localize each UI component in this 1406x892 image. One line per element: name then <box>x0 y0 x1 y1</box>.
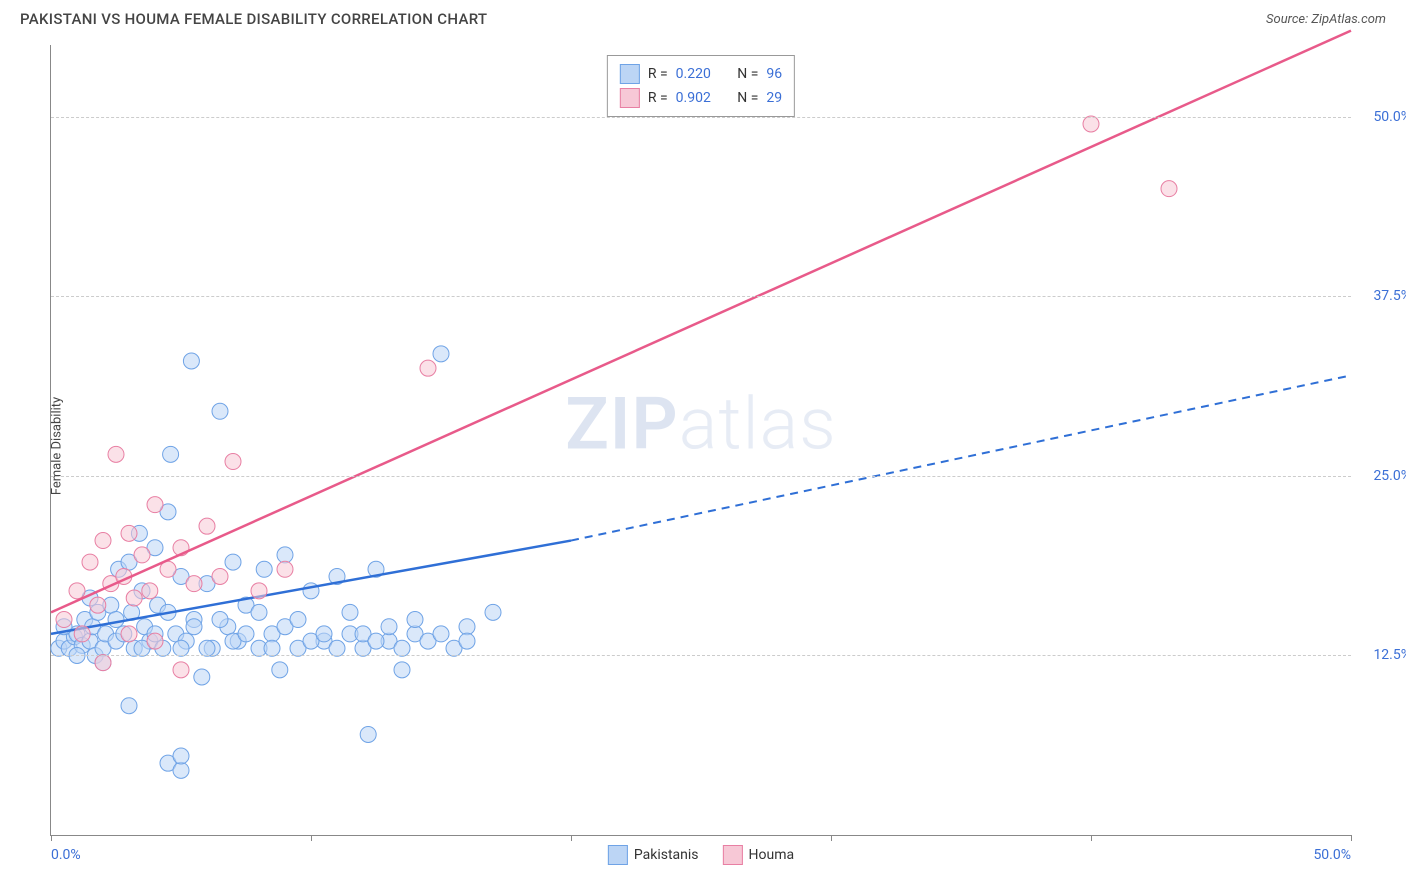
x-tick-label: 50.0% <box>1313 847 1351 863</box>
data-point <box>225 454 241 470</box>
data-point <box>212 403 228 419</box>
data-point <box>186 619 202 635</box>
correlation-legend: R =0.220 N =96R =0.902 N =29 <box>607 55 795 117</box>
data-point <box>394 640 410 656</box>
data-point <box>186 576 202 592</box>
data-point <box>264 640 280 656</box>
data-point <box>212 568 228 584</box>
gridline <box>51 476 1351 477</box>
gridline <box>51 117 1351 118</box>
data-point <box>199 518 215 534</box>
data-point <box>194 669 210 685</box>
trend-line <box>51 31 1351 613</box>
data-point <box>290 612 306 628</box>
y-tick-label: 37.5% <box>1356 288 1406 304</box>
data-point <box>381 619 397 635</box>
data-point <box>277 547 293 563</box>
data-point <box>225 554 241 570</box>
x-tick <box>1091 835 1092 841</box>
data-point <box>147 633 163 649</box>
data-point <box>272 662 288 678</box>
data-point <box>163 446 179 462</box>
data-point <box>95 655 111 671</box>
series-legend-item: Houma <box>723 845 795 865</box>
chart-svg <box>51 45 1351 835</box>
data-point <box>256 561 272 577</box>
data-point <box>459 633 475 649</box>
series-name: Pakistanis <box>634 847 699 863</box>
series-legend-item: Pakistanis <box>608 845 699 865</box>
data-point <box>329 640 345 656</box>
data-point <box>1161 181 1177 197</box>
data-point <box>56 612 72 628</box>
data-point <box>316 626 332 642</box>
data-point <box>126 590 142 606</box>
data-point <box>121 626 137 642</box>
legend-row: R =0.220 N =96 <box>620 62 782 86</box>
gridline <box>51 296 1351 297</box>
x-tick <box>831 835 832 841</box>
trend-line-dashed <box>571 375 1351 540</box>
series-legend: Pakistanis Houma <box>608 845 794 865</box>
source-label: Source: ZipAtlas.com <box>1266 12 1386 27</box>
series-name: Houma <box>749 847 795 863</box>
data-point <box>251 604 267 620</box>
data-point <box>173 662 189 678</box>
data-point <box>251 583 267 599</box>
legend-swatch <box>723 845 743 865</box>
plot-area: ZIPatlas R =0.220 N =96R =0.902 N =29 Pa… <box>50 45 1351 836</box>
x-tick <box>1351 835 1352 841</box>
data-point <box>95 533 111 549</box>
data-point <box>485 604 501 620</box>
data-point <box>360 726 376 742</box>
data-point <box>173 762 189 778</box>
data-point <box>173 640 189 656</box>
data-point <box>82 554 98 570</box>
data-point <box>147 497 163 513</box>
data-point <box>121 525 137 541</box>
x-tick <box>571 835 572 841</box>
data-point <box>1083 116 1099 132</box>
x-tick-label: 0.0% <box>51 847 81 863</box>
data-point <box>199 640 215 656</box>
x-tick <box>311 835 312 841</box>
legend-swatch <box>608 845 628 865</box>
chart-title: PAKISTANI VS HOUMA FEMALE DISABILITY COR… <box>20 10 487 28</box>
y-tick-label: 12.5% <box>1356 647 1406 663</box>
data-point <box>368 633 384 649</box>
data-point <box>433 346 449 362</box>
data-point <box>277 561 293 577</box>
data-point <box>90 597 106 613</box>
y-tick-label: 50.0% <box>1356 109 1406 125</box>
x-tick <box>51 835 52 841</box>
gridline <box>51 655 1351 656</box>
data-point <box>108 446 124 462</box>
data-point <box>134 547 150 563</box>
legend-swatch <box>620 88 640 108</box>
y-tick-label: 25.0% <box>1356 468 1406 484</box>
data-point <box>238 626 254 642</box>
data-point <box>407 612 423 628</box>
data-point <box>459 619 475 635</box>
data-point <box>74 626 90 642</box>
legend-row: R =0.902 N =29 <box>620 86 782 110</box>
data-point <box>108 612 124 628</box>
data-point <box>121 698 137 714</box>
legend-swatch <box>620 64 640 84</box>
data-point <box>420 360 436 376</box>
data-point <box>69 583 85 599</box>
data-point <box>142 583 158 599</box>
data-point <box>173 748 189 764</box>
data-point <box>212 612 228 628</box>
data-point <box>394 662 410 678</box>
data-point <box>342 604 358 620</box>
data-point <box>433 626 449 642</box>
data-point <box>183 353 199 369</box>
